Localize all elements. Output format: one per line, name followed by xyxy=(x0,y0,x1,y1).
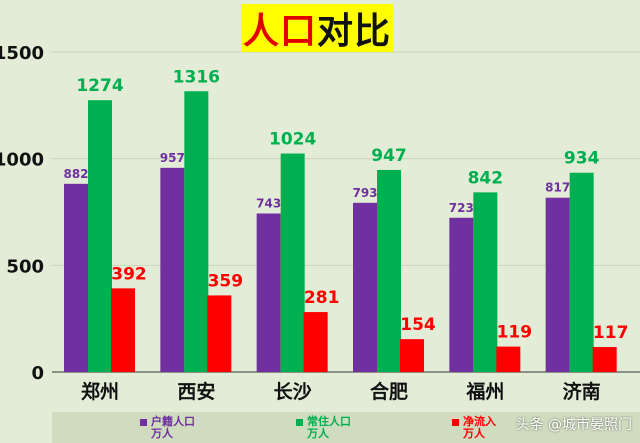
data-label-1-1: 1316 xyxy=(173,67,220,87)
y-tick-label: 1000 xyxy=(0,150,44,171)
legend-swatch-resident xyxy=(296,419,303,426)
data-label-0-3: 793 xyxy=(352,186,377,200)
bar-2-0 xyxy=(111,288,135,372)
data-label-2-2: 281 xyxy=(304,288,340,308)
bar-1-1 xyxy=(184,91,209,373)
chart-title: 人口 对比 xyxy=(241,4,393,52)
legend-label-registered-2: 万人 xyxy=(151,427,173,440)
bar-2-5 xyxy=(592,347,617,372)
bar-1-4 xyxy=(473,192,498,372)
data-label-0-5: 817 xyxy=(545,181,570,195)
data-label-1-3: 947 xyxy=(371,146,407,166)
legend-item-registered: 户籍人口 万人 xyxy=(140,416,207,440)
bar-1-3 xyxy=(377,169,401,372)
x-tick-label: 长沙 xyxy=(274,381,312,403)
legend-band xyxy=(52,412,640,443)
bar-0-5 xyxy=(545,197,570,372)
title-part-2: 对比 xyxy=(317,11,392,52)
bar-0-2 xyxy=(256,213,281,372)
legend-swatch-net-inflow xyxy=(452,419,459,426)
bar-2-3 xyxy=(400,339,424,372)
legend-label-registered-1: 户籍人口 xyxy=(151,415,195,428)
y-tick-label: 0 xyxy=(31,363,44,384)
legend-label-resident-1: 常住人口 xyxy=(307,415,351,428)
bar-1-5 xyxy=(569,172,594,372)
data-label-0-1: 957 xyxy=(160,151,185,165)
data-label-1-4: 842 xyxy=(468,168,504,188)
x-tick-label: 福州 xyxy=(465,380,504,403)
bar-2-2 xyxy=(303,312,328,372)
y-tick-label: 1500 xyxy=(0,43,44,64)
x-tick-label: 合肥 xyxy=(370,380,408,403)
bar-1-0 xyxy=(88,100,112,373)
y-tick-label: 500 xyxy=(6,256,44,277)
data-label-2-0: 392 xyxy=(111,264,147,284)
bar-2-1 xyxy=(207,295,232,372)
legend-label-net-inflow-1: 净流入 xyxy=(463,415,496,428)
data-label-0-2: 743 xyxy=(256,196,281,210)
legend-label-resident-2: 万人 xyxy=(307,427,329,440)
data-label-2-5: 117 xyxy=(593,323,629,343)
bar-0-4 xyxy=(449,217,474,372)
x-tick-label: 西安 xyxy=(177,380,215,403)
data-label-2-1: 359 xyxy=(208,271,244,291)
data-label-1-0: 1274 xyxy=(76,76,123,96)
data-label-2-4: 119 xyxy=(497,323,533,343)
title-part-1: 人口 xyxy=(242,11,317,52)
bar-0-3 xyxy=(353,202,377,372)
x-tick-label: 济南 xyxy=(563,380,601,403)
bar-1-2 xyxy=(280,153,305,372)
data-label-1-2: 1024 xyxy=(269,130,316,150)
legend-item-resident: 常住人口 万人 xyxy=(296,416,363,440)
legend-label-net-inflow-2: 万人 xyxy=(463,427,485,440)
data-label-0-0: 882 xyxy=(63,167,88,181)
bar-2-4 xyxy=(496,346,521,372)
bar-0-0 xyxy=(64,183,88,372)
watermark: 头条 @城市晏照门 xyxy=(515,417,632,433)
data-label-1-5: 934 xyxy=(564,149,600,169)
bar-0-1 xyxy=(160,167,185,372)
legend-item-net-inflow: 净流入 万人 xyxy=(452,416,519,440)
legend-swatch-registered xyxy=(140,419,147,426)
data-label-0-4: 723 xyxy=(449,201,474,215)
data-label-2-3: 154 xyxy=(400,315,436,335)
x-tick-label: 郑州 xyxy=(81,381,119,403)
